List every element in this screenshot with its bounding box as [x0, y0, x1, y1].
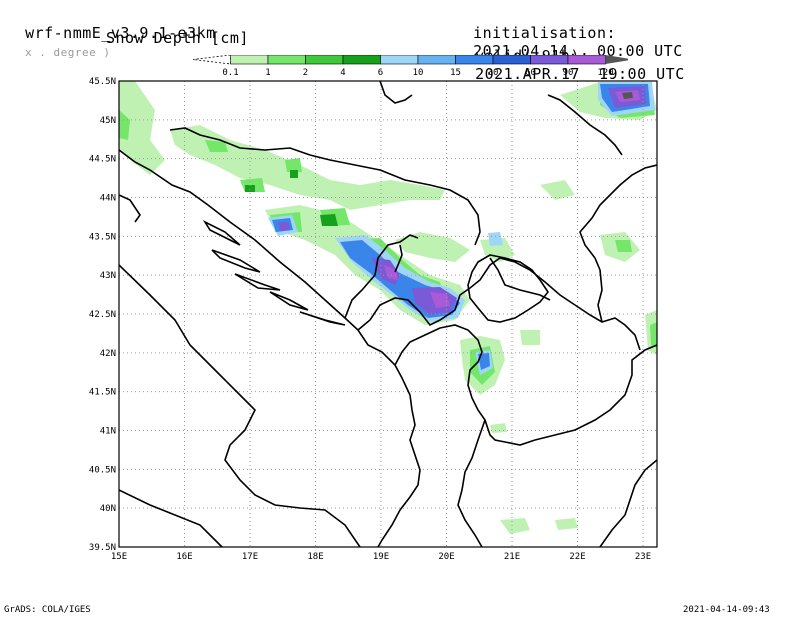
longitude-labels: 15E 16E 17E 18E 19E 20E 21E 22E 23E [111, 552, 651, 562]
legend-arrow-max [605, 55, 628, 64]
coastlines-and-borders [119, 81, 657, 547]
longitude-label: 19E [373, 552, 389, 562]
longitude-label: 21E [504, 552, 520, 562]
latitude-label: 41N [100, 427, 116, 437]
legend-tick-label: 30 [488, 68, 499, 78]
model-grid-note: x . degree ) [25, 46, 111, 59]
latitude-label: 42.5N [89, 310, 116, 320]
longitude-label: 18E [307, 552, 323, 562]
latitude-label: 39.5N [89, 543, 116, 553]
longitude-label: 15E [111, 552, 127, 562]
latitude-label: 45N [100, 116, 116, 126]
legend-tick-label: 2 [303, 68, 308, 78]
latitude-label: 43N [100, 271, 116, 281]
legend-tick-label: 15 [450, 68, 461, 78]
latitude-label: 41.5N [89, 388, 116, 398]
longitude-label: 17E [242, 552, 258, 562]
model-name: wrf-nmmE_v3.9.1-e3km [25, 24, 216, 42]
valid-value: 2021.APR.17 19:00 UTC [475, 65, 685, 83]
latitude-label: 44N [100, 194, 116, 204]
legend-tick-label: 4 [340, 68, 345, 78]
legend-tick-label: 120 [597, 68, 613, 78]
legend-tick-label: 10 [413, 68, 424, 78]
longitude-label: 22E [569, 552, 585, 562]
longitude-label: 20E [438, 552, 454, 562]
footer-right: 2021-04-14-09:43 [683, 605, 770, 615]
latitude-label: 45.5N [89, 77, 116, 87]
latitude-label: 44.5N [89, 155, 116, 165]
legend-tick-label: 60 [525, 68, 536, 78]
legend-tick-label: 0.1 [222, 68, 238, 78]
longitude-label: 23E [635, 552, 651, 562]
latitude-label: 42N [100, 349, 116, 359]
longitude-label: 16E [176, 552, 192, 562]
snow-depth-legend: 0.1 1 2 4 6 10 15 30 60 90 120 [192, 55, 628, 78]
latitude-label: 43.5N [89, 232, 116, 242]
map-gridlines [119, 81, 657, 547]
latitude-label: 40N [100, 504, 116, 514]
latitude-label: 40.5N [89, 465, 116, 475]
legend-tick-label: 90 [563, 68, 574, 78]
legend-tick-label: 6 [378, 68, 383, 78]
init-label: initialisation: [473, 24, 617, 42]
latitude-labels: 45.5N 45N 44.5N 44N 43.5N 43N 42.5N 42N 41.5N 41N… [89, 77, 116, 553]
legend-tick-label: 1 [265, 68, 270, 78]
model-title: wrf-nmmE_v3.9.1-e3km x . degree ) [6, 6, 216, 60]
plot-frame [118, 80, 658, 548]
snow-field [119, 81, 657, 534]
footer-left: GrADS: COLA/IGES [4, 605, 91, 615]
field-title: Snow Depth [cm] [106, 29, 249, 47]
